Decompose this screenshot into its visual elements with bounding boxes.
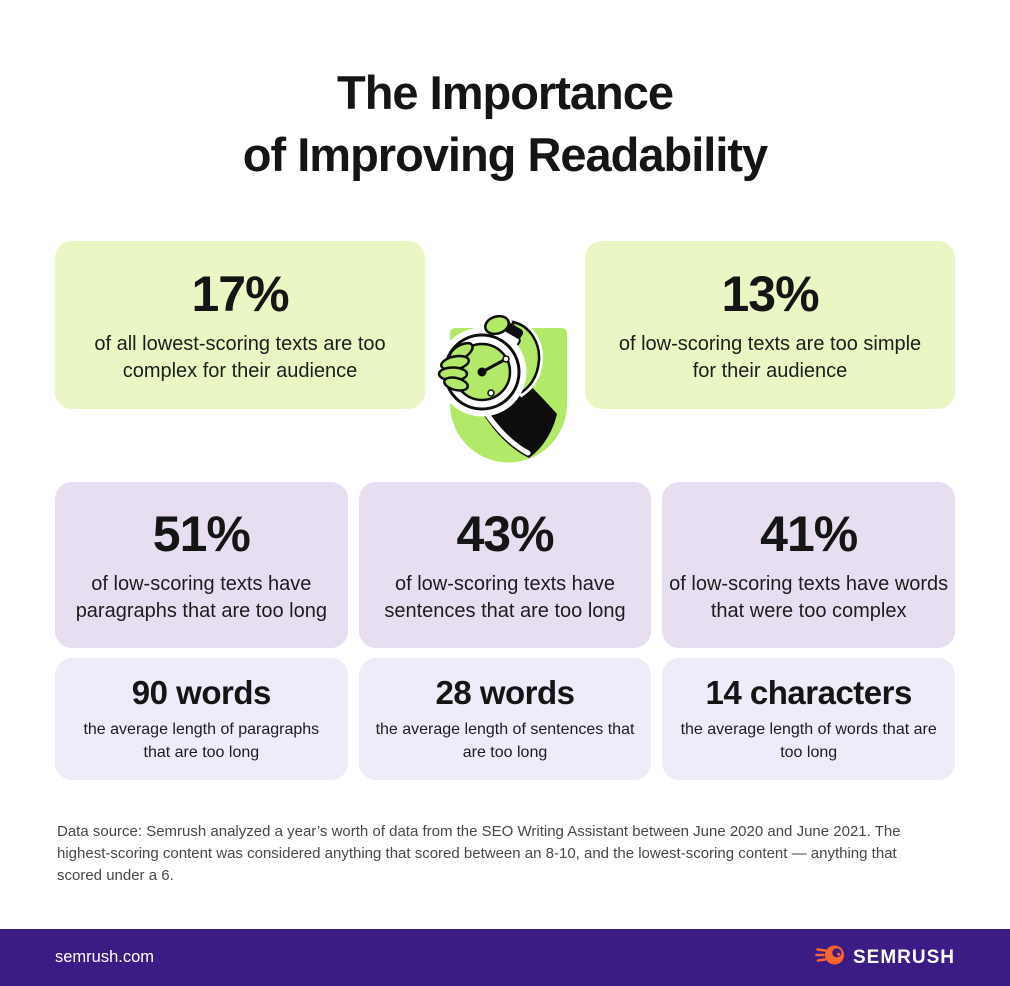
stat-value: 14 characters — [705, 674, 913, 712]
page-title-line2: of Improving Readability — [242, 128, 768, 182]
stat-description: of low-scoring texts have sentences that… — [384, 573, 626, 622]
stat-card-sentences: 43% of low-scoring texts have sentences … — [358, 482, 652, 648]
stat-card-words: 41% of low-scoring texts have words that… — [662, 482, 956, 648]
footer-site-link[interactable]: semrush.com — [55, 948, 155, 966]
stat-value: 43% — [456, 506, 554, 562]
stat-description: of low-scoring texts have words that wer… — [669, 573, 949, 622]
stat-value: 51% — [152, 506, 251, 562]
semrush-logo: SEMRUSH — [815, 942, 955, 973]
stat-value: 90 words — [131, 674, 272, 712]
stat-description: the average length of paragraphs that ar… — [83, 721, 320, 761]
stat-description: of all lowest-scoring texts are too comp… — [94, 333, 386, 382]
stat-value: 28 words — [435, 674, 575, 712]
data-source-note: Data source: Semrush analyzed a year’s w… — [57, 823, 901, 884]
stat-card-avg-paragraph-length: 90 words the average length of paragraph… — [55, 658, 348, 780]
stat-card-avg-word-length: 14 characters the average length of word… — [662, 658, 956, 780]
semrush-flame-icon — [815, 942, 845, 973]
page-title-line1: The Importance — [337, 66, 674, 119]
footer-bar: semrush.com SEMRUSH — [0, 929, 1010, 986]
top-stats-row: 17% of all lowest-scoring texts are too … — [55, 241, 955, 409]
stat-description: the average length of sentences that are… — [375, 721, 635, 761]
stat-value: 13% — [721, 266, 819, 322]
semrush-brand-name: SEMRUSH — [852, 946, 955, 968]
stat-value: 17% — [191, 266, 289, 322]
mid-stats-row: 51% of low-scoring texts have paragraphs… — [55, 482, 956, 648]
average-stats-row: 90 words the average length of paragraph… — [55, 658, 956, 780]
page-title: The Importance of Improving Readability — [0, 62, 1010, 186]
stat-description: the average length of words that are too… — [680, 721, 937, 761]
stat-description: of low-scoring texts are too simple for … — [618, 333, 922, 382]
stat-value: 41% — [760, 506, 858, 562]
stat-card-avg-sentence-length: 28 words the average length of sentences… — [358, 658, 652, 780]
stopwatch-in-hand-icon — [437, 312, 572, 464]
stat-card-too-simple: 13% of low-scoring texts are too simple … — [585, 241, 955, 409]
stat-card-too-complex: 17% of all lowest-scoring texts are too … — [55, 241, 425, 409]
stat-card-paragraphs: 51% of low-scoring texts have paragraphs… — [55, 482, 348, 648]
stat-description: of low-scoring texts have paragraphs tha… — [75, 573, 327, 622]
